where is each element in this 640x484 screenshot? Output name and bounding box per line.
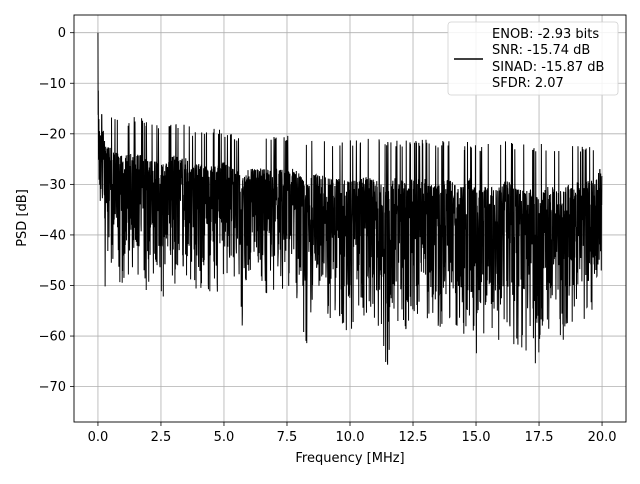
y-tick-label: −70 xyxy=(39,380,66,395)
x-axis-ticks: 0.0 2.5 5.0 7.5 10.0 12.5 15.0 17.5 20.0 xyxy=(88,422,617,445)
x-tick-label: 10.0 xyxy=(336,430,365,445)
x-tick-label: 7.5 xyxy=(277,430,298,445)
x-tick-label: 17.5 xyxy=(525,430,554,445)
x-tick-label: 2.5 xyxy=(151,430,172,445)
y-tick-label: −40 xyxy=(39,228,66,243)
plot-area xyxy=(97,32,603,365)
x-tick-label: 5.0 xyxy=(214,430,235,445)
y-tick-label: −50 xyxy=(39,279,66,294)
y-tick-label: −30 xyxy=(39,178,66,193)
y-tick-label: −20 xyxy=(39,127,66,142)
y-axis-ticks: 0 −10 −20 −30 −40 −50 −60 −70 xyxy=(39,26,74,395)
legend-enob: ENOB: -2.93 bits xyxy=(492,27,599,42)
x-axis-title: Frequency [MHz] xyxy=(295,451,404,466)
legend: ENOB: -2.93 bits SNR: -15.74 dB SINAD: -… xyxy=(447,21,619,96)
y-axis-title: PSD [dB] xyxy=(15,189,30,247)
x-tick-label: 20.0 xyxy=(588,430,617,445)
y-tick-label: −60 xyxy=(39,330,66,345)
x-tick-label: 12.5 xyxy=(399,430,428,445)
legend-snr: SNR: -15.74 dB xyxy=(492,43,590,58)
y-tick-label: 0 xyxy=(58,26,66,41)
x-tick-label: 15.0 xyxy=(462,430,491,445)
legend-box xyxy=(447,21,619,96)
psd-series-line xyxy=(97,32,603,365)
x-tick-label: 0.0 xyxy=(88,430,109,445)
legend-sfdr: SFDR: 2.07 xyxy=(492,76,564,91)
legend-sinad: SINAD: -15.87 dB xyxy=(492,60,604,75)
y-tick-label: −10 xyxy=(39,77,66,92)
